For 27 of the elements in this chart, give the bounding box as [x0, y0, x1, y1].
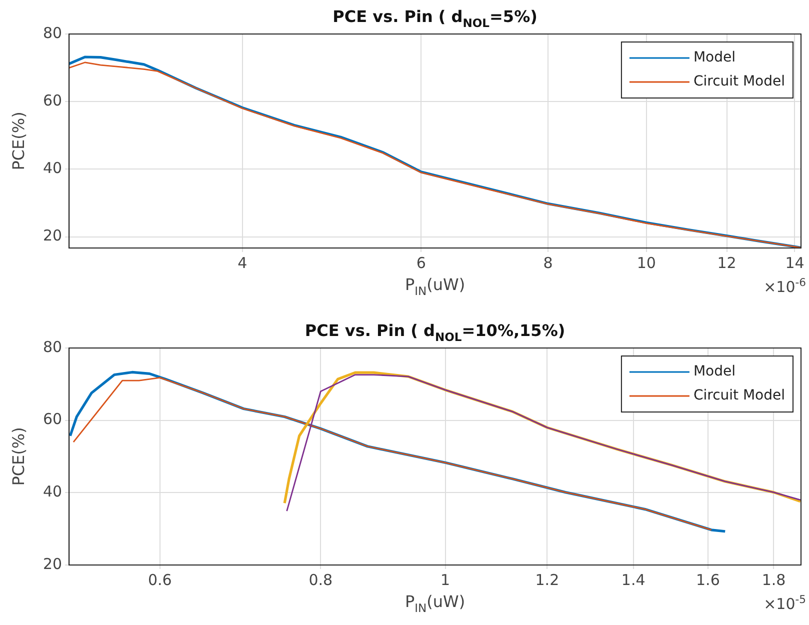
y-tick-label: 80: [42, 24, 62, 42]
x-tick-label: 10: [636, 254, 656, 272]
legend-label: Circuit Model: [693, 388, 785, 404]
x-tick-label: 0.8: [308, 570, 333, 589]
legend-label: Model: [693, 364, 736, 380]
y-tick-label: 60: [42, 410, 62, 428]
x-tick-label: 1.8: [762, 570, 786, 589]
x-tick-label: 6: [416, 254, 426, 272]
x-tick-label: 14: [785, 254, 804, 272]
y-tick-label: 40: [42, 159, 62, 178]
y-tick-label: 40: [42, 482, 62, 501]
y-axis-title: PCE(%): [9, 112, 28, 170]
legend-label: Model: [693, 50, 736, 66]
x-tick-label: 1.6: [696, 570, 720, 589]
x-tick-label: 1: [440, 570, 450, 589]
x-tick-label: 4: [238, 254, 248, 272]
legend-label: Circuit Model: [693, 74, 785, 90]
x-tick-label: 8: [543, 254, 553, 272]
y-tick-label: 20: [42, 226, 62, 245]
x-tick-label: 1.4: [621, 570, 646, 589]
x-tick-label: 1.2: [535, 570, 560, 589]
y-tick-label: 60: [42, 92, 62, 110]
x-tick-label: 0.6: [148, 570, 172, 589]
x-tick-label: 12: [717, 254, 736, 272]
y-tick-label: 20: [42, 554, 62, 573]
y-tick-label: 80: [42, 338, 62, 356]
y-axis-title: PCE(%): [9, 427, 28, 486]
